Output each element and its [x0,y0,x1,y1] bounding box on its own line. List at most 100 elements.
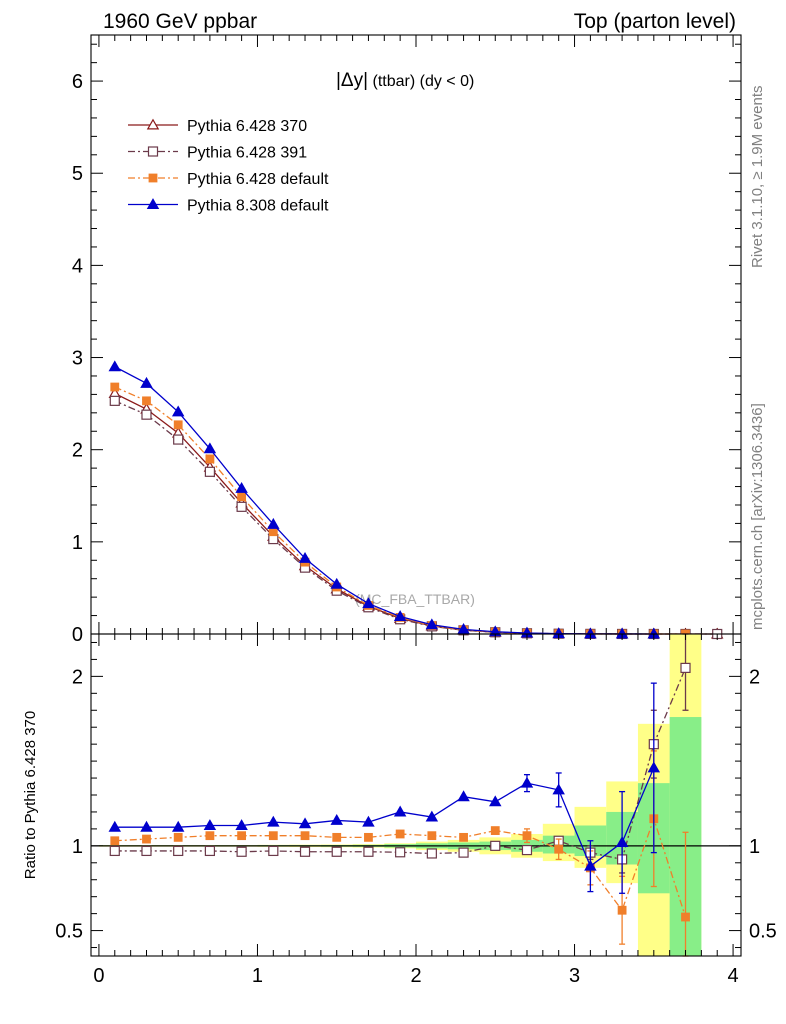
ratio-data-point [108,820,122,832]
main-data-point [235,481,248,493]
main-panel: 0 1 2 3 4 5 6 |Δy| (ttbar) (dy < 0) (MC_FBA_TTBA… [72,34,742,646]
ratio-data-point [520,776,534,788]
ratio-data-point [205,831,215,841]
ratio-data-point [237,831,247,841]
ratio-data-point [110,836,120,846]
main-data-point [173,434,184,445]
main-data-point [108,360,122,372]
header-left: 1960 GeV ppbar [103,10,257,33]
legend-label: Pythia 8.308 default [187,198,329,215]
main-data-point [425,618,439,630]
ratio-y-tick-label-right: 2 [749,666,760,688]
main-data-point [362,597,375,609]
main-data-point [110,382,120,392]
main-data-point [237,492,247,502]
ratio-data-point [521,844,533,856]
watermark-label: (MC_FBA_TTBAR) [355,591,475,607]
main-data-point [140,376,153,388]
ratio-data-point [141,845,152,857]
legend-label: Pythia 6.428 391 [187,145,307,162]
ratio-data-point [236,846,247,857]
rivet-label: Rivet 3.1.10, ≥ 1.9M events [749,86,766,269]
x-tick-label: 4 [728,965,739,987]
ratio-data-point [267,815,280,827]
ratio-y-tick-label: 1 [72,836,83,858]
ratio-data-point [490,826,500,835]
ratio-data-point [552,783,565,795]
ratio-data-point [489,795,502,807]
ratio-y-axis-label: Ratio to Pythia 6.428 370 [22,711,39,879]
ratio-data-point [584,859,597,871]
ratio-data-point [395,829,405,839]
mcplots-label: mcplots.cern.ch [arXiv:1306.3436] [749,403,766,630]
ratio-data-point [109,845,120,857]
ratio-data-point [330,814,343,825]
main-y-tick-label: 2 [72,440,83,462]
ratio-data-point [268,831,278,841]
main-y-tick-label: 6 [72,71,83,93]
ratio-data-point [681,912,690,922]
legend-marker [146,198,160,209]
main-data-point [173,420,183,430]
ratio-data-point [268,845,279,857]
ratio-data-point [300,831,310,841]
legend-marker [148,173,158,183]
legend-label: Pythia 6.428 370 [187,118,307,135]
ratio-data-point [235,819,248,831]
main-data-point [203,442,217,454]
main-data-point [142,396,151,406]
ratio-data-point [173,832,183,842]
ratio-data-point [459,832,468,842]
ratio-data-point [490,840,501,851]
main-data-point [268,527,278,537]
ratio-data-point [332,832,342,842]
legend-marker [146,118,160,130]
ratio-data-point [647,761,661,773]
ratio-data-point [362,815,375,827]
ratio-data-point [427,831,437,841]
main-data-point [393,610,407,621]
main-y-tick-label: 3 [72,348,83,370]
main-data-point [141,409,152,420]
ratio-series-2 [108,682,661,894]
ratio-data-point [426,848,437,859]
plot-title: |Δy| (ttbar) (dy < 0) [336,70,474,91]
ratio-data-point [142,834,151,844]
main-data-point [109,395,120,406]
main-data-point [171,405,185,417]
ratio-data-point [298,817,312,829]
main-y-tick-label: 1 [72,532,83,554]
ratio-data-point [554,844,564,854]
ratio-data-point [395,847,406,858]
ratio-data-point [458,847,469,858]
main-data-point [267,517,280,529]
ratio-series-line [114,767,655,868]
ratio-y-tick-label: 0.5 [55,921,83,943]
ratio-data-point [425,810,439,822]
ratio-data-point [363,846,374,857]
ratio-data-point [171,820,185,832]
main-data-point [204,466,216,477]
ratio-data-point [457,790,470,802]
ratio-data-point [617,905,627,915]
legend-marker [147,146,159,157]
ratio-y-tick-label-right: 0.5 [749,921,777,943]
legend: Pythia 6.428 370 Pythia 6.428 391 Pythia 6… [128,118,329,215]
ratio-panel: 0 1 2 3 4 0.5 0.5 1 1 2 2 Ratio to Pythia 6.428 370 [22,633,777,987]
ratio-data-point [364,832,373,842]
ratio-data-point [204,845,216,857]
header-right: Top (parton level) [574,10,736,33]
main-data-point [298,552,312,563]
ratio-data-point [173,845,184,857]
ratio-y-tick-label: 2 [72,666,83,688]
x-tick-label: 1 [252,965,263,987]
ratio-y-tick-label-right: 1 [749,836,760,858]
ratio-data-point [203,819,217,831]
x-tick-label: 2 [410,965,421,987]
main-data-point [205,454,215,464]
main-y-tick-label: 0 [72,624,83,646]
ratio-data-point [393,805,407,817]
main-data-point [236,501,247,512]
ratio-data-point [522,831,532,841]
